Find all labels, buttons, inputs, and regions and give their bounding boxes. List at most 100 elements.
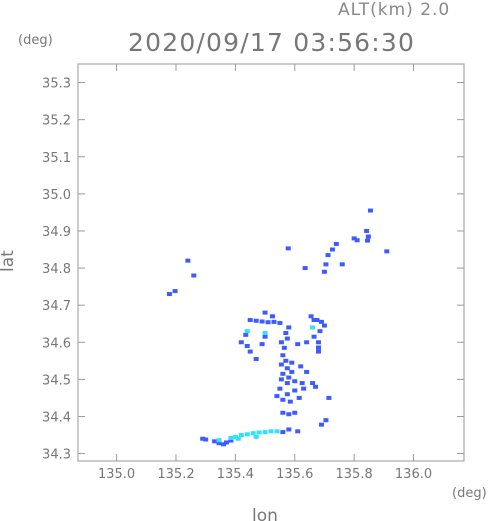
echo-point (228, 435, 234, 440)
echo-point (310, 381, 316, 386)
x-tick-label: 135.4 (217, 467, 254, 482)
echo-point (325, 253, 331, 258)
chart-title: 2020/09/17 03:56:30 (128, 28, 415, 57)
y-tick-label: 35.2 (42, 114, 71, 129)
echo-point (364, 228, 370, 233)
y-tick-label: 34.9 (42, 225, 71, 240)
x-axis-label: lon (252, 506, 278, 521)
echo-point (216, 441, 222, 446)
echo-point (304, 369, 310, 374)
echo-point (296, 395, 302, 400)
echo-point (256, 430, 262, 435)
echo-point (228, 438, 234, 443)
echo-point (278, 362, 284, 367)
echo-point (314, 318, 320, 323)
echo-point (292, 410, 298, 415)
altitude-label: ALT(km) 2.0 (338, 0, 450, 20)
y-tick-label: 34.3 (42, 448, 71, 463)
echo-point (244, 343, 250, 348)
echo-point (244, 329, 250, 334)
x-tick-label: 135.6 (276, 467, 313, 482)
echo-point (295, 342, 301, 347)
echo-point (280, 353, 286, 358)
echo-point (316, 345, 322, 350)
echo-point (223, 440, 229, 445)
y-tick-labels: 35.3 35.2 35.1 35.0 34.9 34.8 34.7 34.6 34.5 34.4… (42, 77, 71, 463)
echo-point (220, 442, 226, 447)
echo-point (286, 427, 292, 432)
echo-points (166, 208, 390, 447)
y-tick-label: 34.8 (42, 262, 71, 277)
echo-point (259, 319, 265, 324)
echo-point (265, 320, 271, 325)
echo-point (317, 329, 323, 334)
echo-point (253, 434, 259, 439)
echo-point (277, 386, 283, 391)
echo-point (284, 336, 290, 341)
echo-point (299, 381, 305, 386)
echo-point (321, 323, 327, 328)
axis-ticks (78, 64, 464, 461)
x-tick-label: 135.2 (157, 467, 194, 482)
echo-point (286, 375, 292, 380)
echo-point (354, 238, 360, 243)
x-tick-label: 135.8 (336, 467, 373, 482)
echo-point (244, 432, 250, 437)
echo-point (284, 366, 290, 371)
x-tick-label: 136.0 (395, 467, 432, 482)
y-tick-label: 35.3 (42, 77, 71, 92)
echo-point (216, 438, 222, 443)
echo-point (302, 266, 308, 271)
echo-point (286, 325, 292, 330)
echo-point (301, 386, 307, 391)
echo-point (310, 325, 316, 330)
echo-point (283, 358, 289, 363)
echo-point (238, 340, 244, 345)
echo-point (247, 349, 253, 354)
echo-point (292, 379, 298, 384)
y-tick-label: 34.4 (42, 410, 71, 425)
echo-point (280, 430, 286, 435)
echo-point (232, 434, 238, 439)
echo-point (286, 412, 292, 417)
echo-point (277, 320, 283, 325)
echo-point (323, 262, 329, 267)
echo-point (365, 234, 371, 239)
echo-point (278, 340, 284, 345)
echo-point (274, 429, 280, 434)
echo-point (285, 246, 291, 251)
echo-point (329, 247, 335, 252)
echo-point (235, 436, 241, 441)
echo-point (311, 334, 317, 339)
y-tick-label: 35.1 (42, 151, 71, 166)
y-tick-label: 34.7 (42, 299, 71, 314)
echo-point (365, 238, 370, 243)
echo-point (269, 314, 275, 319)
echo-point (289, 360, 295, 365)
plot-area (77, 63, 465, 462)
echo-point (200, 436, 206, 441)
echo-point (295, 429, 301, 434)
echo-point (203, 437, 209, 442)
echo-point (326, 395, 332, 400)
echo-point (185, 258, 191, 263)
echo-point (280, 397, 286, 402)
echo-point (250, 431, 256, 436)
echo-point (262, 310, 268, 315)
echo-point (321, 269, 327, 274)
echo-point (280, 410, 286, 415)
echo-point (262, 334, 268, 339)
echo-point (284, 392, 290, 397)
echo-point (262, 430, 268, 435)
echo-point (253, 318, 259, 323)
echo-point (298, 364, 304, 369)
y-tick-label: 35.0 (42, 188, 71, 203)
echo-point (271, 319, 277, 324)
y-unit-label: (deg) (18, 33, 53, 48)
echo-point (316, 340, 322, 345)
echo-point (289, 369, 295, 374)
echo-point (311, 318, 317, 323)
echo-point (318, 319, 324, 324)
echo-point (351, 236, 357, 241)
